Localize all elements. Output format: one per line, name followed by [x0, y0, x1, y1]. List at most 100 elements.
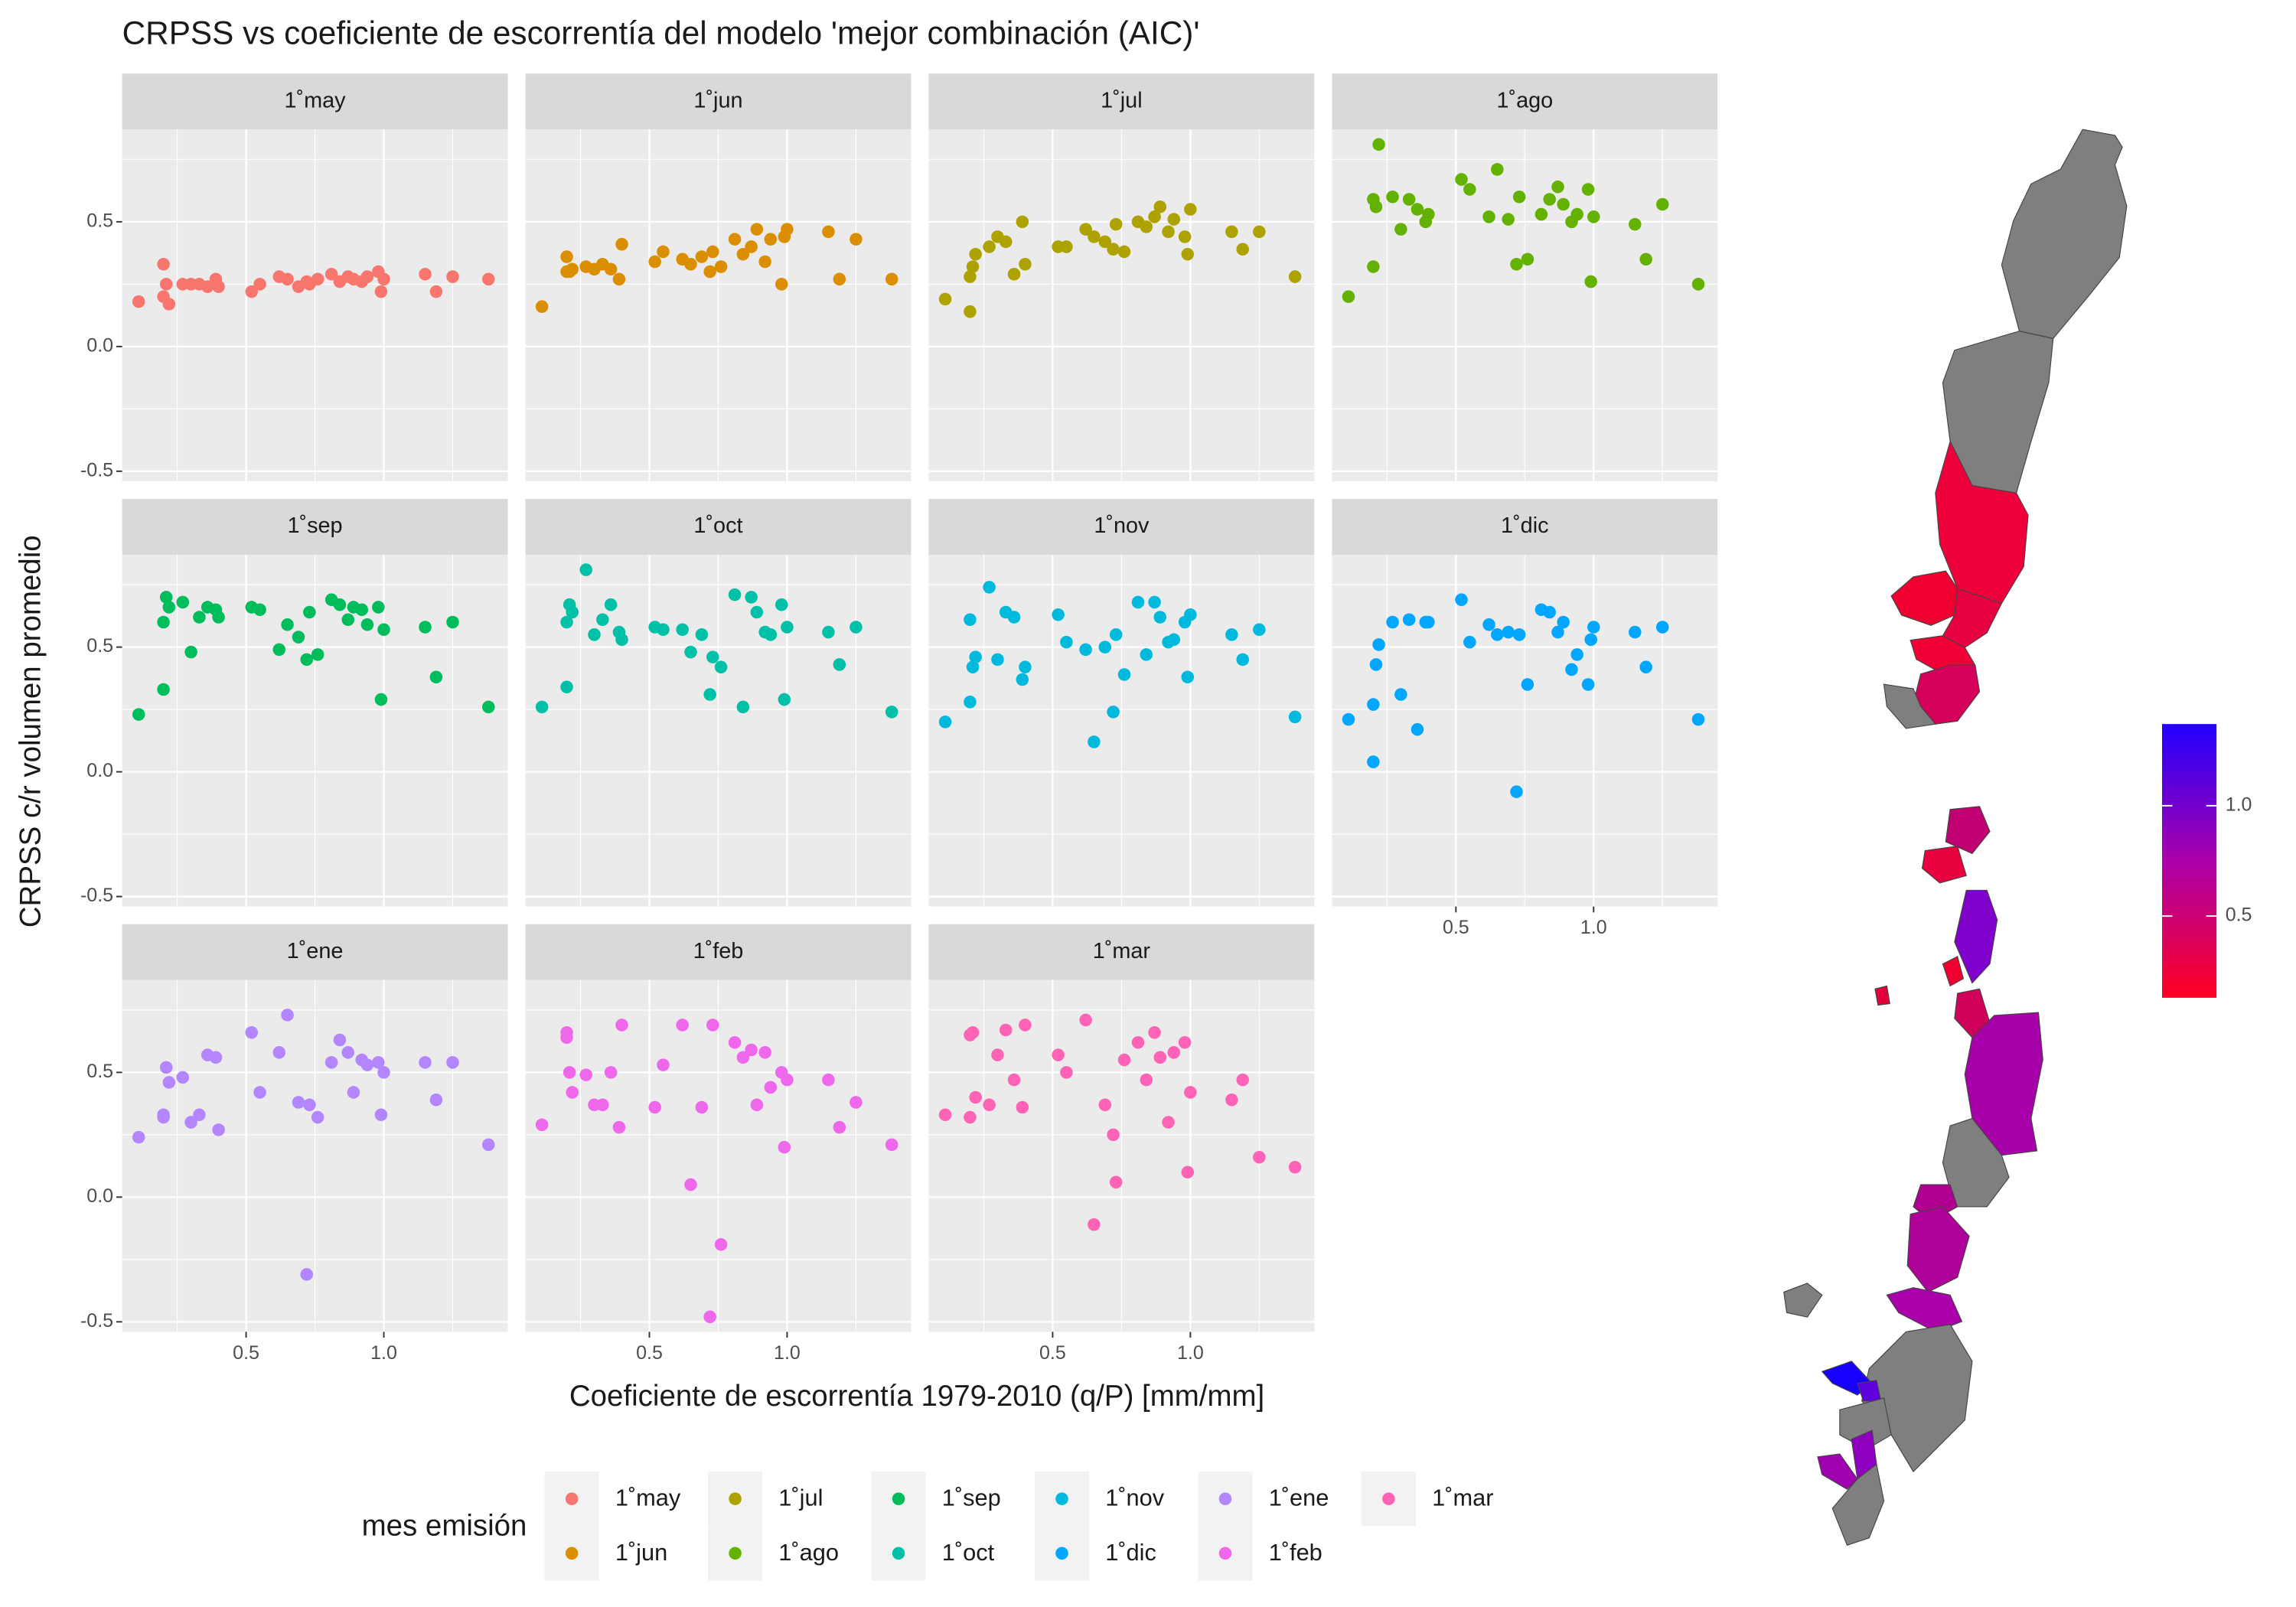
point — [938, 715, 952, 729]
legend-label: 1˚nov — [1105, 1485, 1165, 1511]
point — [778, 693, 791, 706]
point — [1402, 193, 1416, 206]
point — [604, 1066, 618, 1079]
point — [253, 278, 266, 291]
point — [1342, 290, 1355, 303]
point — [212, 280, 225, 293]
point — [1587, 621, 1600, 634]
point — [1088, 735, 1101, 748]
point — [964, 305, 977, 318]
point — [969, 650, 982, 663]
point — [1288, 1160, 1302, 1174]
point — [159, 278, 173, 291]
point — [1148, 1025, 1161, 1039]
point — [1570, 207, 1583, 221]
point — [1153, 1051, 1167, 1064]
point — [1455, 173, 1468, 186]
point — [1088, 230, 1101, 243]
point — [360, 618, 374, 631]
point — [1225, 225, 1238, 239]
point — [728, 1035, 742, 1049]
point — [1463, 183, 1476, 196]
point — [1342, 712, 1355, 726]
point — [1088, 1217, 1101, 1231]
point — [1167, 213, 1181, 226]
strip-label: 1˚jun — [693, 88, 742, 112]
strip-label: 1˚feb — [693, 939, 744, 963]
point — [1019, 1019, 1032, 1032]
point — [703, 265, 716, 279]
point — [566, 262, 579, 276]
point — [535, 700, 549, 714]
point — [703, 688, 716, 701]
point — [1369, 200, 1383, 214]
point — [964, 270, 977, 283]
point — [482, 1138, 495, 1152]
point — [212, 1123, 225, 1136]
point — [1369, 658, 1383, 671]
point — [1691, 712, 1705, 726]
point — [684, 645, 697, 659]
point — [193, 611, 206, 624]
point — [966, 660, 980, 673]
point — [1402, 613, 1416, 627]
point — [1557, 615, 1570, 629]
y-tick-label: 0.0 — [86, 760, 113, 781]
point — [1148, 210, 1161, 223]
point — [1502, 625, 1515, 639]
point — [775, 598, 788, 611]
point — [991, 1048, 1004, 1061]
y-tick-label: 0.0 — [86, 334, 113, 356]
point — [822, 1073, 835, 1087]
point — [1225, 628, 1238, 641]
facet-panel: 1˚jun — [525, 73, 912, 481]
point — [1109, 628, 1123, 641]
point — [706, 1019, 719, 1032]
point — [596, 1098, 609, 1112]
point — [657, 1058, 670, 1071]
point — [1162, 1116, 1175, 1129]
map-region — [1942, 956, 1965, 987]
point — [745, 1043, 758, 1057]
point — [429, 1093, 443, 1107]
strip-background — [1332, 73, 1718, 130]
map-region — [1817, 1453, 1858, 1490]
facet-panel: 1˚jul — [928, 73, 1315, 481]
point — [1565, 663, 1578, 676]
point — [1551, 625, 1564, 639]
point — [657, 245, 670, 259]
map-region — [1945, 806, 1991, 855]
point — [446, 270, 459, 283]
strip-background — [122, 498, 508, 555]
point — [596, 613, 609, 627]
point — [162, 1076, 176, 1089]
y-tick-label: -0.5 — [80, 885, 113, 906]
y-tick-label: 0.0 — [86, 1185, 113, 1207]
point — [325, 268, 338, 281]
point — [1411, 203, 1424, 216]
y-tick-label: 0.5 — [86, 210, 113, 231]
point — [938, 292, 952, 306]
point — [1367, 755, 1380, 768]
legend-label: 1˚ago — [778, 1539, 839, 1566]
point — [372, 1056, 385, 1069]
strip-background — [525, 924, 912, 980]
point — [253, 1086, 266, 1099]
point — [1236, 1073, 1250, 1087]
point — [684, 257, 697, 271]
point — [281, 1009, 294, 1022]
point — [966, 260, 980, 273]
point — [1543, 193, 1556, 206]
point — [1098, 235, 1112, 249]
point — [1581, 678, 1595, 691]
point — [1491, 163, 1504, 176]
x-axis-title: Coeficiente de escorrentía 1979-2010 (q/… — [569, 1380, 1264, 1413]
point — [372, 601, 385, 614]
point — [1052, 1048, 1065, 1061]
point — [281, 272, 294, 286]
point — [764, 628, 778, 641]
y-tick-label: -0.5 — [80, 459, 113, 481]
point — [615, 237, 628, 251]
point — [579, 563, 592, 576]
map-region — [1935, 440, 2029, 605]
